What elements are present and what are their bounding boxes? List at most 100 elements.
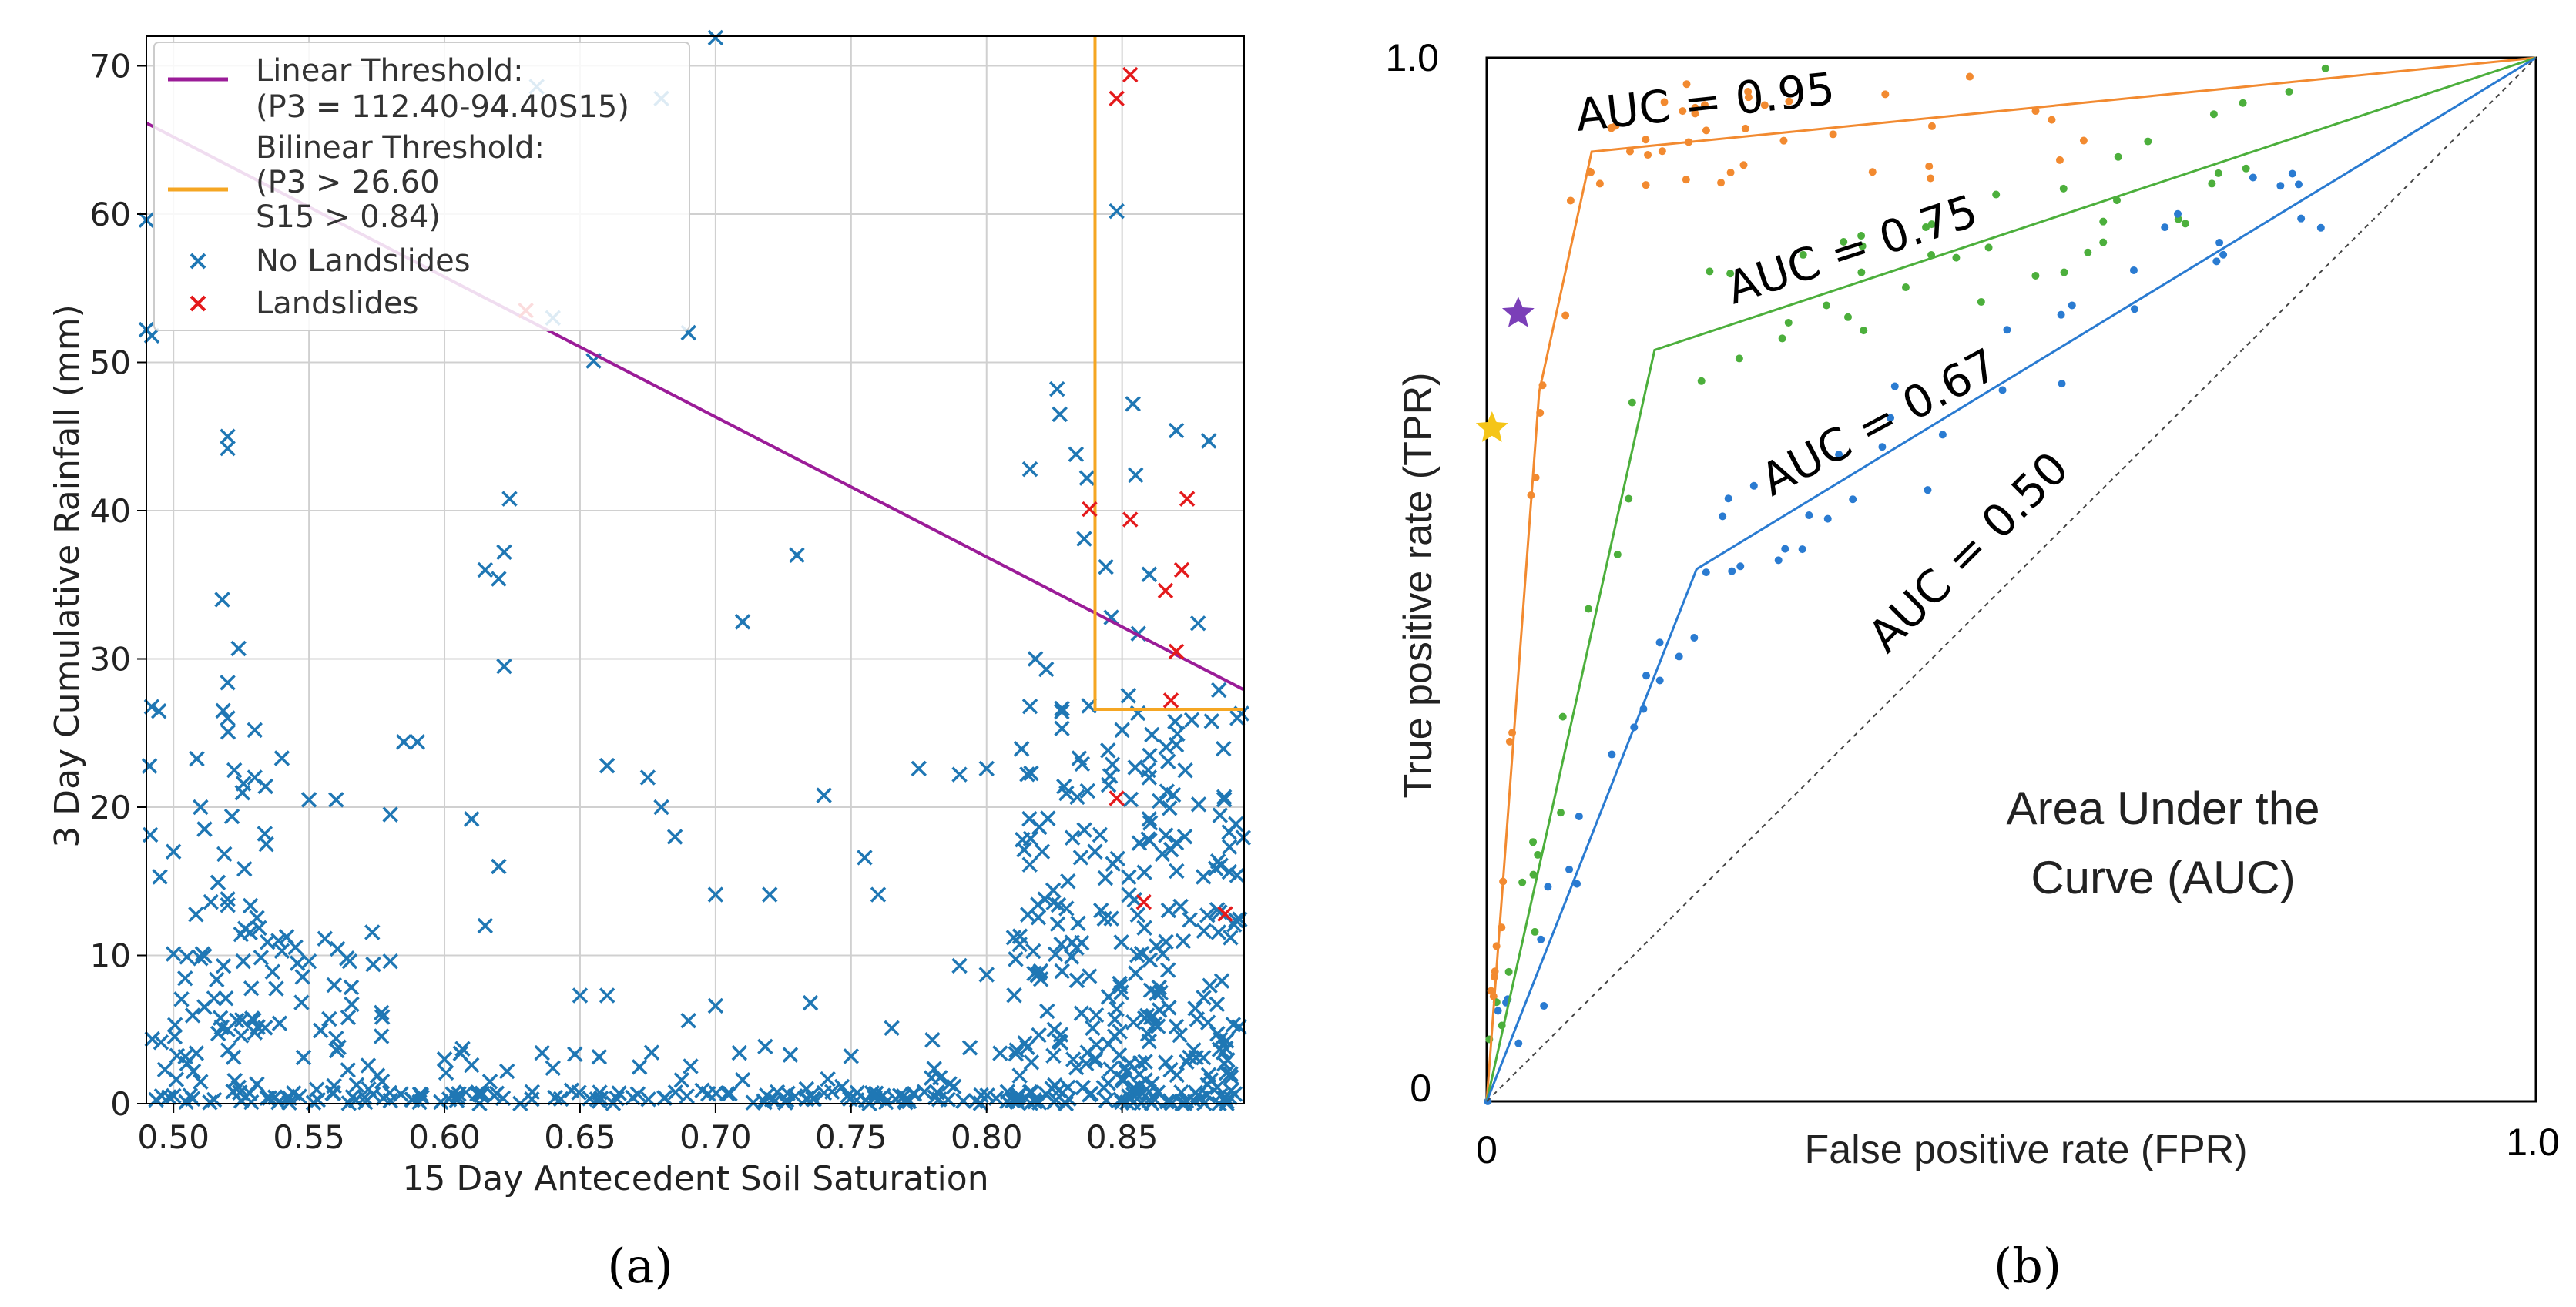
- landslide-point: [1179, 491, 1196, 507]
- no-landslide-point: [246, 1012, 262, 1028]
- roc-dot: [1565, 865, 1574, 873]
- no-landslide-point: [1039, 1003, 1055, 1020]
- no-landslide-point: [1212, 904, 1228, 920]
- no-landslide-point: [498, 1063, 515, 1080]
- roc-dot: [2212, 257, 2221, 266]
- no-landslide-point: [491, 571, 507, 587]
- legend-box: [153, 42, 690, 331]
- no-landslide-point: [166, 1017, 183, 1033]
- y-tick-label: 50: [90, 344, 131, 382]
- x-tick-label: 0.55: [273, 1118, 345, 1156]
- no-landslide-point: [477, 917, 494, 934]
- roc-dot: [1691, 109, 1699, 118]
- roc-dot: [2288, 169, 2296, 178]
- no-landslide-point: [165, 946, 182, 962]
- no-landslide-point: [1142, 833, 1158, 849]
- roc-dot: [1690, 633, 1699, 642]
- no-landslide-point: [1210, 924, 1227, 940]
- landslide-point: [1162, 692, 1179, 709]
- no-landslide-point: [308, 1081, 325, 1098]
- no-landslide-point: [955, 1093, 971, 1109]
- no-landslide-point: [257, 778, 273, 795]
- no-landslide-point: [496, 658, 512, 675]
- roc-dot: [1822, 301, 1830, 310]
- no-landslide-point: [1168, 1018, 1185, 1035]
- no-landslide-point: [501, 491, 518, 507]
- roc-dot: [2130, 305, 2138, 313]
- landslide-point: [1122, 66, 1139, 83]
- no-landslide-point: [217, 990, 234, 1007]
- no-landslide-point: [591, 1049, 608, 1065]
- no-landslide-point: [436, 1051, 453, 1067]
- roc-dot: [1505, 737, 1514, 746]
- no-landslide-point: [1151, 1002, 1168, 1018]
- no-landslide-point: [196, 999, 213, 1015]
- no-landslide-point: [1045, 882, 1062, 899]
- no-landslide-point: [988, 1090, 1005, 1107]
- roc-dot: [2099, 217, 2108, 226]
- no-landslide-point: [1038, 661, 1055, 678]
- roc-dot: [1735, 354, 1743, 363]
- no-landslide-point: [1047, 946, 1064, 963]
- no-landslide-point: [1114, 722, 1130, 739]
- roc-dot: [2316, 223, 2325, 232]
- no-landslide-point: [1187, 1000, 1203, 1017]
- no-landslide-point: [1053, 936, 1069, 953]
- no-landslide-point: [1188, 1049, 1204, 1066]
- legend-landslide-label: Landslides: [256, 286, 418, 321]
- no-landslide-point: [694, 1082, 710, 1098]
- no-landslide-point: [182, 1087, 199, 1104]
- panel-b-x-label: False positive rate (FPR): [1804, 1128, 2247, 1172]
- no-landslide-point: [344, 996, 360, 1013]
- roc-dot: [1644, 151, 1652, 159]
- no-landslide-point: [168, 1071, 185, 1087]
- no-landslide-point: [1172, 1027, 1188, 1044]
- no-landslide-point: [179, 1055, 196, 1072]
- no-landslide-point: [243, 980, 260, 997]
- no-landslide-point: [1058, 785, 1075, 802]
- no-landslide-point: [1102, 1061, 1119, 1077]
- no-landslide-point: [144, 1031, 160, 1047]
- no-landslide-point: [242, 897, 259, 914]
- no-landslide-point: [481, 1074, 498, 1090]
- no-landslide-point: [326, 1077, 342, 1094]
- roc-dot: [1625, 147, 1634, 156]
- no-landslide-point: [1158, 933, 1174, 950]
- no-landslide-point: [233, 1027, 250, 1044]
- no-landslide-point: [1128, 965, 1144, 981]
- no-landslide-point: [1199, 907, 1216, 923]
- no-landslide-point: [216, 846, 233, 863]
- no-landslide-point: [225, 1084, 241, 1100]
- roc-dot: [2058, 380, 2066, 388]
- no-landslide-point: [870, 886, 887, 903]
- no-landslide-point: [1219, 1052, 1236, 1068]
- roc-dot: [1785, 97, 1793, 106]
- no-landslide-point: [1160, 902, 1177, 919]
- no-landslide-point: [734, 1071, 751, 1088]
- no-landslide-point: [979, 1087, 995, 1104]
- no-landslide-point: [1165, 786, 1182, 803]
- no-landslide-point: [1133, 946, 1150, 962]
- no-landslide-point: [1122, 791, 1139, 808]
- no-landslide-point: [572, 987, 589, 1004]
- roc-dot: [1829, 130, 1837, 139]
- no-landslide-point: [1216, 740, 1232, 757]
- no-landslide-point: [373, 1028, 390, 1044]
- no-landslide-point: [1097, 870, 1114, 886]
- x-tick-label: 0.50: [137, 1118, 210, 1156]
- no-landslide-point: [215, 957, 232, 974]
- no-landslide-point: [1088, 1007, 1105, 1024]
- no-landslide-point: [214, 592, 230, 608]
- roc-dot: [1682, 80, 1691, 89]
- no-landslide-point: [951, 766, 968, 783]
- no-landslide-point: [1169, 726, 1186, 742]
- no-landslide-point: [220, 891, 236, 907]
- x-tick-label: 0.85: [1086, 1118, 1159, 1156]
- no-landslide-point: [382, 806, 398, 823]
- no-landslide-point: [193, 799, 209, 816]
- no-landslide-point: [1228, 912, 1244, 929]
- roc-dot: [1860, 327, 1868, 335]
- no-landslide-point: [926, 1061, 942, 1077]
- roc-dot: [2294, 180, 2303, 189]
- no-landslide-point: [884, 1020, 900, 1037]
